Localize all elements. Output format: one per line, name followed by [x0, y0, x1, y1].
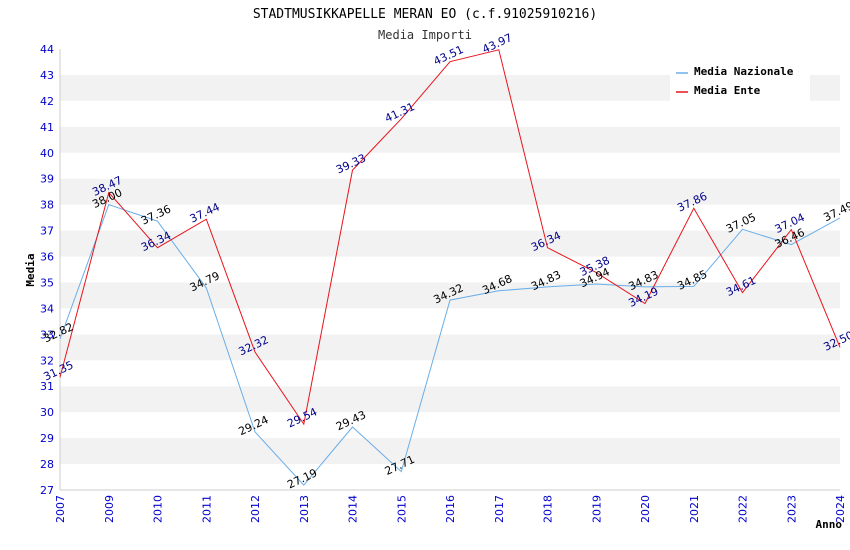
y-tick-label: 30 [40, 406, 54, 419]
x-tick-label: 2020 [639, 495, 652, 523]
y-tick-label: 37 [40, 225, 54, 238]
y-tick-label: 39 [40, 173, 54, 186]
y-axis-label: Media [24, 253, 37, 286]
x-tick-label: 2014 [347, 495, 360, 523]
y-tick-label: 29 [40, 432, 54, 445]
y-tick-label: 34 [40, 302, 54, 315]
grid-band [60, 360, 840, 387]
grid-band [60, 178, 840, 205]
y-tick-label: 35 [40, 276, 54, 289]
x-axis-label: Anno [816, 518, 843, 531]
y-tick-label: 41 [40, 121, 54, 134]
x-tick-label: 2007 [54, 495, 67, 523]
x-tick-label: 2023 [785, 495, 798, 523]
y-tick-label: 33 [40, 328, 54, 341]
x-tick-label: 2010 [152, 495, 165, 523]
x-tick-label: 2013 [298, 495, 311, 523]
grid-band [60, 100, 840, 127]
grid-band [60, 334, 840, 361]
grid-band [60, 126, 840, 153]
grid-band [60, 308, 840, 335]
x-tick-label: 2015 [395, 495, 408, 523]
y-tick-label: 31 [40, 380, 54, 393]
grid-band [60, 230, 840, 257]
x-tick-label: 2017 [493, 495, 506, 523]
y-tick-label: 32 [40, 354, 54, 367]
legend-label-nazionale: Media Nazionale [694, 65, 794, 78]
legend-box [670, 62, 810, 102]
x-tick-label: 2024 [834, 495, 847, 523]
x-tick-label: 2016 [444, 495, 457, 523]
x-tick-label: 2022 [737, 495, 750, 523]
grid-band [60, 152, 840, 179]
chart-subtitle: Media Importi [378, 28, 472, 42]
grid-band [60, 438, 840, 465]
x-tick-labels: 2007 2009 2010 2011 2012 2013 2014 2015 2016 2017… [54, 495, 847, 523]
grid-band [60, 256, 840, 283]
y-tick-label: 36 [40, 251, 54, 264]
grid-bands [60, 49, 840, 490]
legend: Media Nazionale Media Ente [670, 62, 810, 102]
grid-band [60, 204, 840, 231]
grid-band [60, 464, 840, 490]
x-tick-label: 2011 [200, 495, 213, 523]
y-tick-label: 43 [40, 69, 54, 82]
grid-band [60, 412, 840, 439]
series-lines [59, 49, 841, 486]
y-tick-label: 27 [40, 484, 54, 497]
y-tick-label: 38 [40, 199, 54, 212]
axes [59, 49, 840, 491]
y-tick-labels: 27 28 29 30 31 32 33 34 35 36 37 38 39 40 41 42 43 44 [40, 43, 54, 497]
x-tick-label: 2012 [249, 495, 262, 523]
y-tick-label: 28 [40, 458, 54, 471]
y-tick-label: 40 [40, 147, 54, 160]
y-tick-label: 42 [40, 95, 54, 108]
x-tick-label: 2018 [542, 495, 555, 523]
grid-band [60, 386, 840, 413]
y-tick-label: 44 [40, 43, 54, 56]
grid-band [60, 282, 840, 309]
legend-label-ente: Media Ente [694, 84, 761, 97]
chart-title: STADTMUSIKKAPELLE MERAN EO (c.f.91025910… [253, 7, 597, 22]
x-tick-label: 2019 [590, 495, 603, 523]
x-tick-label: 2021 [688, 495, 701, 523]
series-line-nazionale [59, 203, 841, 486]
series-line-ente [59, 49, 841, 426]
x-tick-label: 2009 [103, 495, 116, 523]
